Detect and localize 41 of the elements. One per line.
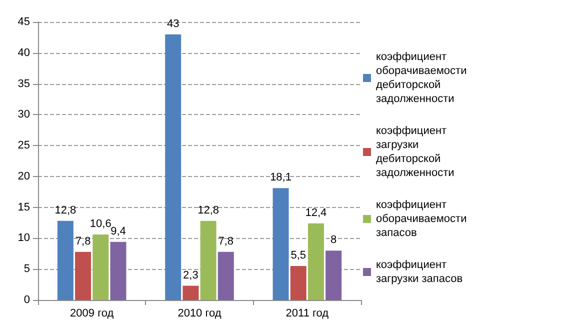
bar [182, 286, 199, 300]
bar [57, 220, 74, 300]
bar [92, 234, 109, 300]
data-label: 2,3 [183, 269, 198, 282]
data-label: 7,8 [75, 235, 91, 248]
data-label: 8 [330, 234, 337, 246]
bar [272, 188, 289, 300]
y-tick-label: 40 [18, 46, 30, 59]
bar [218, 252, 234, 300]
data-label: 12,8 [198, 204, 220, 216]
y-tick-label: 25 [18, 140, 30, 152]
x-tick-label: 2011 год [286, 308, 330, 320]
legend-label: коэффициент загрузки запасов [376, 259, 463, 285]
bar [200, 220, 216, 300]
bar [326, 250, 342, 300]
data-label: 18,1 [270, 172, 292, 184]
bar [110, 242, 126, 300]
data-label: 9,4 [110, 225, 126, 238]
y-tick-label: 35 [18, 78, 30, 90]
data-label: 5,5 [290, 250, 306, 262]
bar [290, 266, 306, 300]
x-tick-label: 2010 год [178, 308, 222, 320]
bar [165, 34, 182, 300]
y-tick-label: 10 [18, 232, 30, 244]
data-label: 7,8 [218, 235, 234, 248]
data-label: 12,8 [54, 204, 76, 216]
y-tick-label: 15 [18, 201, 30, 214]
legend-label: коэффициент оборачиваемости дебиторской задолженности [376, 51, 470, 105]
legend-label: коэффициент загрузки дебиторской задолженности [376, 125, 454, 179]
data-label: 12,4 [305, 206, 327, 219]
data-label: 43 [166, 18, 180, 30]
y-tick-label: 0 [24, 294, 30, 306]
y-tick-label: 45 [18, 16, 30, 28]
y-tick-label: 30 [18, 108, 30, 121]
y-tick-label: 5 [24, 263, 30, 276]
legend-label: коэффициент оборачиваемости запасов [376, 199, 470, 239]
x-tick-label: 2009 год [70, 308, 114, 320]
data-label: 10,6 [90, 218, 112, 230]
bar [75, 252, 92, 300]
bar [308, 223, 324, 300]
y-tick-label: 20 [18, 170, 30, 182]
